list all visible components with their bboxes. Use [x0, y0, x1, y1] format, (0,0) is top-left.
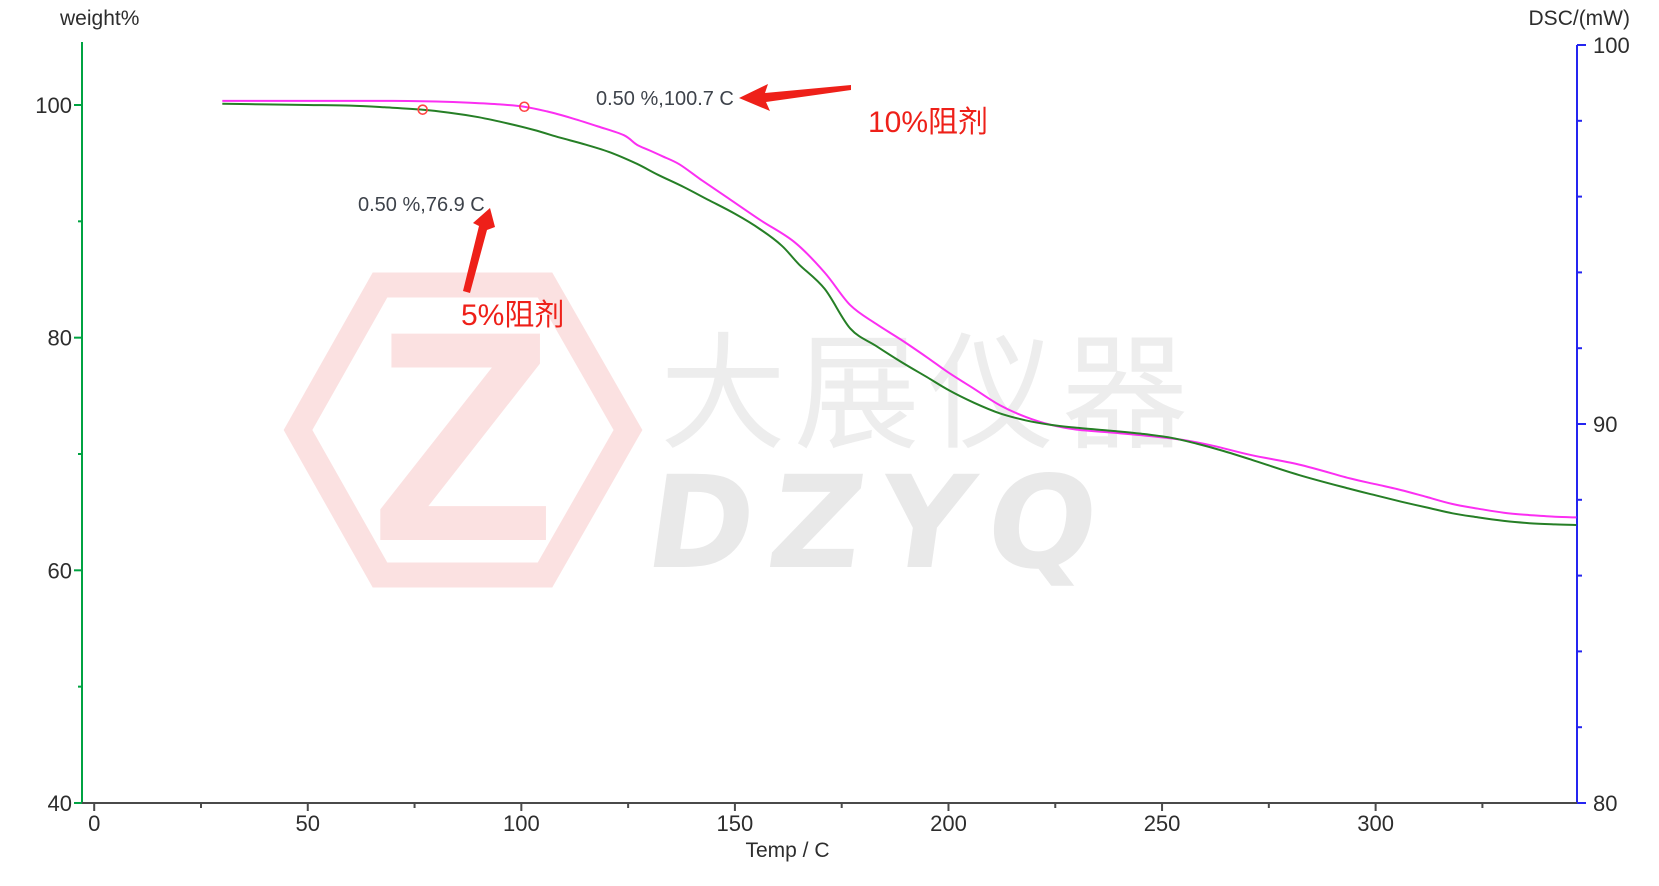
x-axis-tick-label: 250 — [1144, 811, 1181, 836]
annotation-weight-loss-5pct: 0.50 %,76.9 C — [358, 194, 485, 216]
right-axis-tick-label: 100 — [1593, 33, 1630, 58]
watermark-logo-letter: Z — [371, 268, 554, 604]
left-axis-tick-label: 100 — [35, 93, 72, 118]
annotation-weight-loss-10pct: 0.50 %,100.7 C — [596, 88, 734, 110]
arrow-to-5pct-annotation — [463, 208, 495, 293]
x-axis-tick-label: 50 — [296, 811, 320, 836]
x-axis-title: Temp / C — [745, 839, 830, 862]
curve-5pct-retardant — [222, 102, 1577, 526]
weight-loss-point-marker — [519, 101, 530, 113]
left-axis-tick-label: 80 — [48, 326, 72, 351]
right-axis-tick-label: 90 — [1593, 412, 1617, 437]
x-axis-tick-label: 0 — [88, 811, 100, 836]
watermark-logo-hexagon — [283, 272, 643, 588]
x-axis-tick-label: 200 — [930, 811, 967, 836]
left-axis-tick-label: 40 — [48, 791, 72, 816]
x-axis-tick-label: 300 — [1357, 811, 1394, 836]
x-axis-tick-label: 100 — [503, 811, 540, 836]
series-label-5pct-retardant: 5%阻剂 — [461, 299, 565, 332]
x-axis-tick-label: 150 — [717, 811, 754, 836]
left-axis-title: weight% — [60, 7, 140, 30]
weight-loss-point-marker — [417, 104, 428, 115]
left-axis-tick-label: 60 — [48, 558, 72, 583]
curve-10pct-retardant — [222, 99, 1577, 519]
watermark-cjk-text: 大展仪器 — [660, 321, 1196, 468]
arrow-to-10pct-annotation — [739, 84, 851, 111]
right-axis-tick-label: 80 — [1593, 791, 1617, 816]
right-axis-title: DSC/(mW) — [1528, 7, 1630, 30]
series-label-10pct-retardant: 10%阻剂 — [868, 106, 989, 139]
